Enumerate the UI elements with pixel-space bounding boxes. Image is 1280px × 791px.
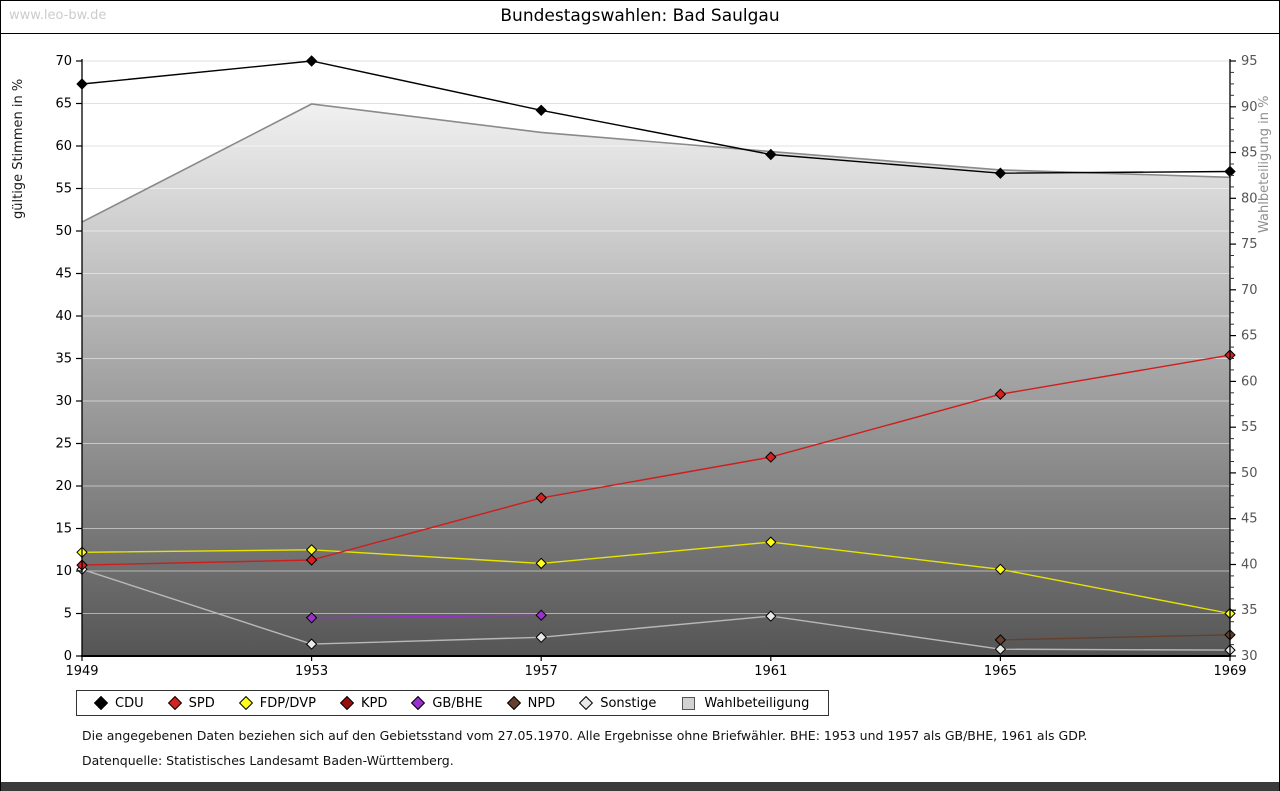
x-axis: 1949 1953 1957 1961 1965 1969 <box>65 656 1247 679</box>
right-axis: 30 35 40 45 50 55 60 65 70 75 80 85 90 95 <box>1230 54 1258 664</box>
svg-text:60: 60 <box>55 139 72 154</box>
svg-text:1949: 1949 <box>65 664 98 679</box>
svg-text:30: 30 <box>55 394 72 409</box>
svg-text:65: 65 <box>55 97 72 112</box>
right-axis-title: Wahlbeteiligung in % <box>1257 95 1272 233</box>
series-wahlbeteiligung-line <box>81 103 1231 223</box>
legend-item-wahlbeteiligung: Wahlbeteiligung <box>669 696 822 711</box>
bottom-bar <box>1 782 1279 791</box>
svg-text:20: 20 <box>55 479 72 494</box>
svg-text:5: 5 <box>64 607 72 622</box>
series-gb-bhe <box>305 609 547 624</box>
legend-label: KPD <box>360 695 388 711</box>
legend-item-fdp-dvp: FDP/DVP <box>228 696 329 711</box>
footnote-gebietsstand: Die angegebenen Daten beziehen sich auf … <box>82 728 1088 743</box>
svg-text:95: 95 <box>1241 54 1258 69</box>
legend-label: GB/BHE <box>432 695 483 711</box>
watermark: www.leo-bw.de <box>9 8 107 23</box>
series-fdp-dvp <box>76 536 1236 620</box>
legend-label: Sonstige <box>600 695 657 711</box>
series-sonstige <box>76 563 1236 656</box>
svg-text:1969: 1969 <box>1213 664 1246 679</box>
legend-label: Wahlbeteiligung <box>704 695 810 711</box>
svg-text:1953: 1953 <box>295 664 328 679</box>
svg-text:60: 60 <box>1241 374 1258 389</box>
svg-text:90: 90 <box>1241 100 1258 115</box>
svg-text:45: 45 <box>1241 512 1258 527</box>
chart-legend: CDU SPD FDP/DVP KPD GB/BHE NPD Sonstige Wahlbet… <box>76 690 830 716</box>
legend-diamond-swatch <box>93 695 109 711</box>
footnote-datenquelle: Datenquelle: Statistisches Landesamt Bad… <box>82 753 454 768</box>
page-title: Bundestagswahlen: Bad Saulgau <box>500 6 780 26</box>
legend-diamond-swatch <box>238 695 253 711</box>
svg-text:15: 15 <box>55 522 72 537</box>
legend-diamond-swatch <box>506 695 521 711</box>
legend-item-cdu: CDU <box>83 696 157 711</box>
left-axis-title: gültige Stimmen in % <box>11 78 26 219</box>
svg-text:1957: 1957 <box>525 664 558 679</box>
axes <box>81 59 1231 657</box>
legend-diamond-swatch <box>339 695 355 711</box>
legend-item-gb-bhe: GB/BHE <box>400 696 495 711</box>
series-npd <box>994 629 1236 646</box>
svg-text:35: 35 <box>55 352 72 367</box>
legend-item-npd: NPD <box>496 696 569 711</box>
svg-text:40: 40 <box>1241 558 1258 573</box>
svg-text:1965: 1965 <box>984 664 1017 679</box>
legend-diamond-swatch <box>411 695 426 711</box>
legend-label: SPD <box>188 695 215 711</box>
svg-text:10: 10 <box>55 564 72 579</box>
legend-label: NPD <box>527 695 556 711</box>
legend-label: FDP/DVP <box>259 695 316 711</box>
svg-text:55: 55 <box>55 182 72 197</box>
svg-text:55: 55 <box>1241 420 1258 435</box>
header-strip: www.leo-bw.de Bundestagswahlen: Bad Saul… <box>1 1 1279 34</box>
legend-item-sonstige: Sonstige <box>568 696 669 711</box>
svg-text:70: 70 <box>1241 283 1258 298</box>
gridlines-on-area <box>82 145 1230 614</box>
svg-text:80: 80 <box>1241 191 1258 206</box>
left-axis: 0 5 10 15 20 25 30 35 40 45 50 55 60 65 70 <box>55 54 82 664</box>
svg-text:85: 85 <box>1241 146 1258 161</box>
svg-text:75: 75 <box>1241 237 1258 252</box>
legend-diamond-swatch <box>579 695 594 711</box>
legend-label: CDU <box>115 695 144 711</box>
turnout-area <box>82 104 1230 656</box>
legend-diamond-swatch <box>167 695 182 711</box>
svg-text:70: 70 <box>55 54 72 69</box>
svg-text:40: 40 <box>55 309 72 324</box>
svg-text:0: 0 <box>64 649 72 664</box>
svg-text:30: 30 <box>1241 649 1258 664</box>
svg-text:50: 50 <box>55 224 72 239</box>
svg-text:1961: 1961 <box>754 664 787 679</box>
svg-text:50: 50 <box>1241 466 1258 481</box>
legend-item-spd: SPD <box>157 696 228 711</box>
svg-text:35: 35 <box>1241 603 1258 618</box>
legend-item-kpd: KPD <box>329 696 400 711</box>
svg-text:45: 45 <box>55 267 72 282</box>
svg-text:25: 25 <box>55 437 72 452</box>
svg-text:65: 65 <box>1241 329 1258 344</box>
legend-square-swatch <box>682 696 696 710</box>
